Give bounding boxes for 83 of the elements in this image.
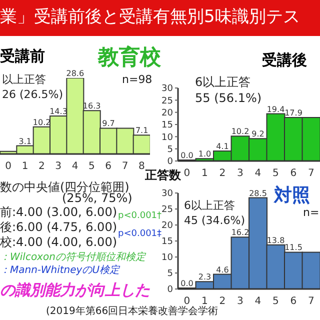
x-tick-label: 4 [254, 168, 262, 180]
text: 前:4.00 (3.00, 6.00) [0, 205, 118, 220]
data-label: 4.6 [216, 265, 229, 274]
y-tick-label: 10 [162, 253, 174, 264]
data-label: 0.0 [180, 151, 194, 160]
y-tick-label: 30 [162, 84, 174, 94]
chart-title: 受講前 [0, 47, 45, 65]
data-label: 10.2 [32, 118, 51, 127]
data-label: 16.2 [231, 228, 250, 238]
data-label: 9.7 [102, 119, 115, 128]
annotation: n=98 [122, 73, 152, 86]
y-tick-label: 20 [162, 221, 174, 232]
x-tick-label: 7 [122, 161, 128, 172]
x-tick-label: 2 [219, 296, 226, 308]
y-tick-label: 25 [162, 205, 173, 216]
x-tick-label: 4 [254, 296, 262, 308]
annotation: n= [303, 206, 320, 220]
data-label: 4.1 [216, 142, 229, 152]
y-tick-label: 15 [162, 237, 173, 248]
data-label: 0.0 [180, 279, 194, 288]
data-label: 16.3 [82, 102, 101, 111]
text: の識別能力が向上した [0, 281, 150, 299]
y-tick-label: 5 [167, 269, 173, 280]
data-label: 2.3 [198, 272, 212, 282]
y-tick-label: 5 [167, 145, 173, 156]
data-label: 9.2 [252, 130, 264, 139]
chart-title: 受講後 [262, 51, 307, 69]
y-tick-label: 25 [162, 96, 173, 106]
y-tick-label: 15 [162, 120, 173, 131]
text: 校:4.00 (4.00, 6.00) [0, 235, 118, 250]
data-label: 10.2 [231, 127, 250, 136]
data-label: 19.4 [266, 104, 285, 114]
y-tick-label: 20 [162, 108, 174, 119]
text: 業」受講前後と受講有無別5味識別テス [0, 7, 300, 27]
x-tick-label: 1 [201, 296, 208, 308]
annotation: 55 (56.1%) [195, 91, 262, 106]
y-tick-label: 30 [162, 189, 174, 200]
annotation: 6以上正答 [195, 75, 251, 90]
x-tick-label: 2 [38, 161, 45, 172]
chart-title: 対照 [274, 185, 310, 206]
text: ：Mann-WhitneyのU検定 [0, 265, 120, 276]
x-tick-label: 7 [308, 168, 314, 180]
x-tick-label: 5 [272, 296, 279, 308]
data-label: 7.1 [135, 126, 148, 136]
text: ：Wilcoxonの符号付順位和検定 [0, 252, 146, 263]
x-tick-label: 4 [72, 161, 78, 172]
data-label: 1.0 [198, 150, 212, 159]
x-tick-label: 1 [201, 168, 208, 180]
text: 後:6.00 (4.75, 6.00) [0, 220, 118, 234]
x-tick-label: 6 [105, 161, 112, 172]
y-tick-label: 10 [162, 132, 174, 143]
x-tick-label: 0 [184, 168, 190, 180]
x-tick-label: 3 [55, 161, 62, 172]
annotation: 45 (34.6%) [184, 214, 246, 228]
text: p<0.001† [118, 211, 162, 222]
data-label: 28.6 [66, 69, 84, 78]
text: (2019年第66回日本栄養改善学会学術 [46, 306, 218, 317]
x-tick-label: 5 [272, 168, 279, 180]
y-tick-label: 0 [167, 285, 174, 296]
data-label: 28.5 [249, 188, 267, 198]
x-tick-label: 3 [236, 296, 244, 308]
text: 教育校 [98, 45, 161, 70]
annotation: 6以上正答 [184, 199, 235, 212]
x-tick-label: 1 [22, 161, 28, 172]
x-tick-label: 0 [184, 296, 190, 308]
x-tick-label: 2 [219, 168, 226, 180]
text: 数の中央値(四分位範囲) [0, 180, 130, 194]
x-axis-title: 正答数 [145, 168, 181, 182]
x-tick-label: 6 [290, 168, 297, 180]
text: p<0.001‡ [118, 229, 162, 240]
annotation: 26 (26.5%) [2, 88, 64, 102]
data-label: 13.8 [266, 236, 285, 245]
x-tick-label: 0 [5, 161, 12, 172]
annotation: 以上正答 [2, 73, 46, 86]
text: (25%, 75%) [62, 191, 132, 206]
data-label: 3.1 [18, 136, 32, 146]
x-tick-label: 8 [138, 161, 145, 172]
x-tick-label: 5 [88, 161, 95, 172]
data-label: 17.9 [284, 108, 302, 118]
x-tick-label: 7 [308, 296, 314, 308]
x-tick-label: 3 [236, 168, 244, 180]
x-tick-label: 6 [290, 296, 297, 308]
data-label: 11.5 [284, 243, 302, 252]
